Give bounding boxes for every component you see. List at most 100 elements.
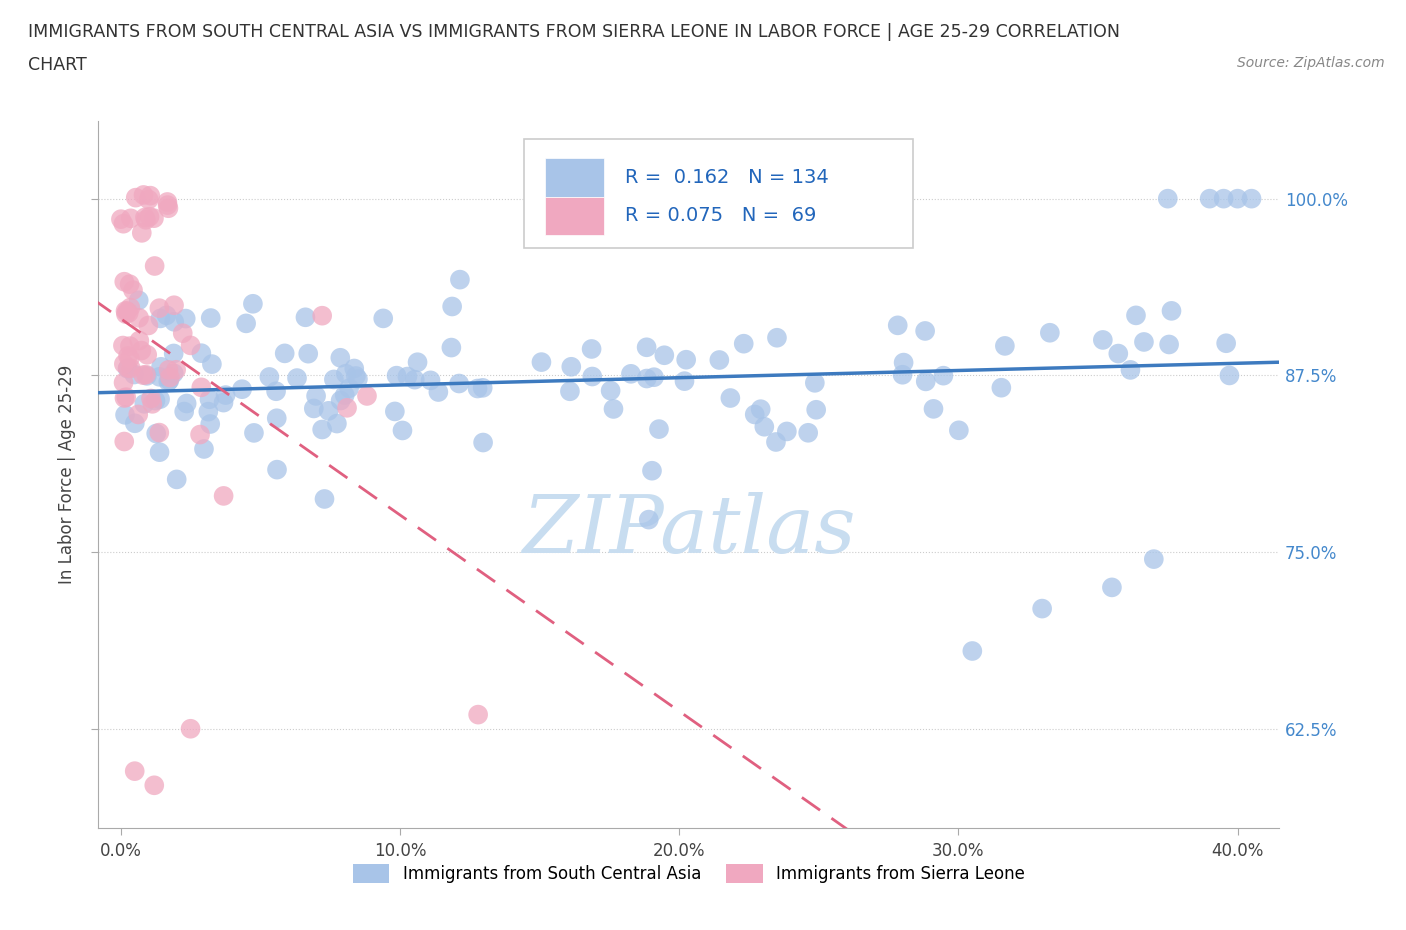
Point [602, 402, 624, 417]
Point [155, 308, 177, 323]
Text: Source: ZipAtlas.com: Source: ZipAtlas.com [1237, 56, 1385, 70]
Point [599, 383, 621, 398]
Point [471, 380, 494, 395]
Point [467, 381, 489, 396]
Point [449, 272, 471, 287]
Point [427, 385, 450, 400]
Point [1143, 551, 1166, 566]
Point [128, 293, 150, 308]
Point [887, 318, 910, 333]
Point [243, 425, 266, 440]
Point [1226, 192, 1249, 206]
Point [135, 368, 157, 383]
Point [148, 445, 170, 459]
Point [193, 442, 215, 457]
Point [1107, 346, 1129, 361]
Bar [546, 196, 605, 235]
Point [163, 346, 186, 361]
Point [134, 210, 156, 225]
Point [190, 379, 212, 394]
Point [636, 339, 658, 354]
Point [1125, 308, 1147, 323]
Text: IMMIGRANTS FROM SOUTH CENTRAL ASIA VS IMMIGRANTS FROM SIERRA LEONE IN LABOR FORC: IMMIGRANTS FROM SOUTH CENTRAL ASIA VS IM… [28, 23, 1121, 41]
Point [337, 380, 360, 395]
Point [138, 209, 160, 224]
Point [990, 380, 1012, 395]
Point [922, 402, 945, 417]
Point [636, 371, 658, 386]
Point [1212, 192, 1234, 206]
Point [641, 463, 664, 478]
Point [110, 212, 132, 227]
Point [404, 372, 426, 387]
Point [118, 339, 141, 353]
Point [124, 416, 146, 431]
Point [115, 304, 138, 319]
Point [1031, 601, 1053, 616]
Point [1119, 363, 1142, 378]
Point [311, 308, 333, 323]
Point [115, 307, 138, 322]
Point [804, 376, 827, 391]
Point [804, 403, 827, 418]
Point [200, 311, 222, 325]
Point [932, 368, 955, 383]
Point [198, 392, 221, 406]
Point [242, 297, 264, 312]
Point [329, 351, 352, 365]
Point [148, 300, 170, 315]
Point [914, 324, 936, 339]
Point [620, 366, 643, 381]
Point [141, 396, 163, 411]
Point [127, 407, 149, 422]
Point [652, 348, 675, 363]
Point [138, 193, 160, 207]
Point [139, 392, 162, 406]
Point [766, 330, 789, 345]
Point [117, 361, 139, 376]
Point [128, 311, 150, 325]
Point [138, 318, 160, 333]
Point [373, 311, 395, 325]
Point [297, 346, 319, 361]
Point [231, 381, 253, 396]
Point [150, 359, 173, 374]
Point [273, 346, 295, 361]
Point [120, 211, 142, 226]
Point [558, 384, 581, 399]
Point [149, 392, 172, 406]
Point [201, 357, 224, 372]
Point [294, 310, 316, 325]
Point [145, 393, 167, 408]
Point [384, 404, 406, 418]
Point [797, 425, 820, 440]
Point [112, 434, 135, 449]
Point [305, 389, 328, 404]
Point [314, 492, 336, 507]
Point [157, 373, 180, 388]
Point [914, 374, 936, 389]
Point [136, 347, 159, 362]
Point [200, 417, 222, 432]
Point [709, 352, 731, 367]
Point [180, 722, 202, 737]
Point [112, 274, 135, 289]
Point [124, 764, 146, 778]
Text: R = 0.075   N =  69: R = 0.075 N = 69 [626, 206, 817, 225]
Point [776, 424, 799, 439]
Point [449, 376, 471, 391]
Y-axis label: In Labor Force | Age 25-29: In Labor Force | Age 25-29 [58, 365, 76, 584]
Point [744, 407, 766, 422]
Point [643, 370, 665, 385]
Point [356, 389, 378, 404]
Point [188, 427, 211, 442]
Point [994, 339, 1017, 353]
Point [174, 312, 197, 326]
Point [749, 402, 772, 417]
Point [120, 361, 142, 376]
Point [467, 707, 489, 722]
Point [530, 354, 553, 369]
Point [139, 188, 162, 203]
Point [264, 384, 287, 399]
Point [391, 423, 413, 438]
